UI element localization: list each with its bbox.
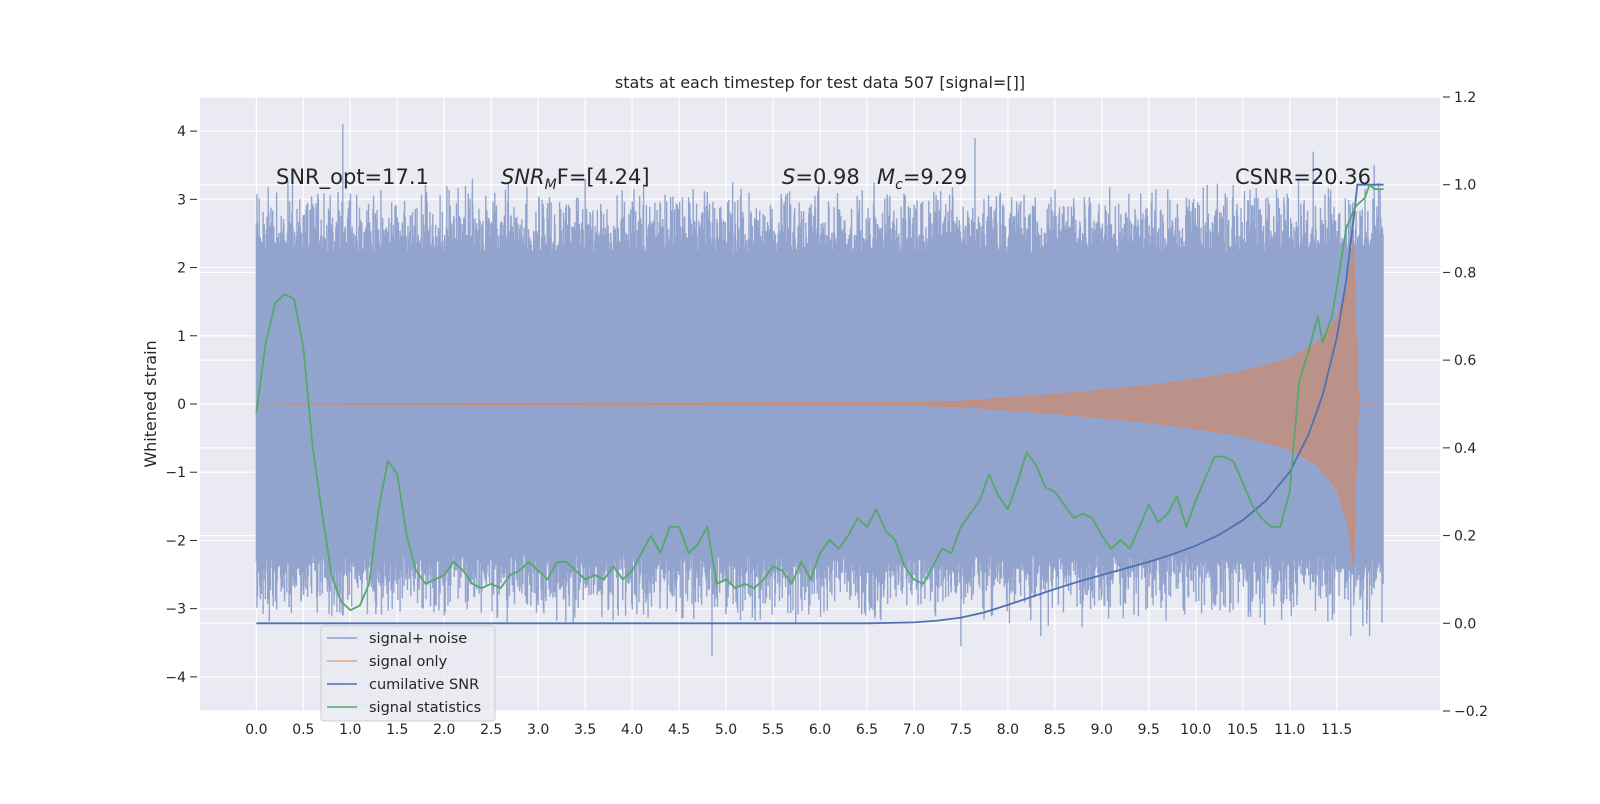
- mc-annotation: Mc=9.29: [877, 165, 967, 193]
- y2-tick-label: −0.2: [1454, 704, 1488, 720]
- x-tick-label: 7.5: [950, 722, 972, 738]
- x-tick-label: 0.5: [292, 722, 314, 738]
- y-tick-label: −3: [165, 602, 186, 618]
- x-tick-label: 11.0: [1274, 722, 1305, 738]
- mc-value: =9.29: [903, 165, 967, 189]
- y-tick-label: −4: [165, 670, 186, 686]
- x-tick-label: 4.5: [668, 722, 690, 738]
- y-tick-label: 0: [177, 397, 186, 413]
- csnr-annotation: CSNR=20.36: [1235, 165, 1371, 189]
- x-tick-label: 1.0: [339, 722, 361, 738]
- y-tick-label: 4: [177, 124, 186, 140]
- y-axis-ticks: 4 3 2 1 0 −1 −2 −3 −4: [165, 124, 197, 686]
- x-tick-label: 3.0: [527, 722, 549, 738]
- y2-tick-label: 0.0: [1454, 616, 1476, 632]
- s-label: S: [782, 165, 795, 189]
- mc-base: M: [877, 165, 895, 189]
- x-tick-label: 4.0: [621, 722, 643, 738]
- x-tick-label: 10.0: [1180, 722, 1211, 738]
- x-tick-label: 7.0: [903, 722, 925, 738]
- snr-mf-base: SNR: [501, 165, 545, 189]
- y-tick-label: 1: [177, 329, 186, 345]
- legend-label-signal-only: signal only: [369, 654, 448, 670]
- y2-tick-label: 0.2: [1454, 529, 1476, 545]
- x-tick-label: 8.5: [1044, 722, 1066, 738]
- x-tick-label: 6.0: [809, 722, 831, 738]
- y2-tick-label: 1.2: [1454, 90, 1476, 106]
- x-tick-label: 10.5: [1227, 722, 1258, 738]
- snr-mf-sub: M: [545, 177, 557, 193]
- x-tick-label: 3.5: [574, 722, 596, 738]
- legend: signal+ noise signal only cumilative SNR…: [320, 625, 496, 722]
- x-tick-label: 1.5: [386, 722, 408, 738]
- x-tick-label: 9.0: [1091, 722, 1113, 738]
- legend-frame: [320, 625, 496, 722]
- series-signal-only: [256, 240, 1384, 568]
- series-cumulative-snr: [256, 183, 1384, 625]
- plot-area: [255, 124, 1384, 657]
- snr-mf-annotation: SNRMF=[4.24]: [501, 165, 650, 193]
- series-signal-statistics: [255, 183, 1384, 612]
- chart-title: stats at each timestep for test data 507…: [615, 73, 1025, 92]
- y-tick-label: 2: [177, 261, 186, 277]
- mc-sub: c: [895, 177, 903, 193]
- legend-label-signal-noise: signal+ noise: [369, 631, 467, 647]
- x-tick-label: 6.5: [856, 722, 878, 738]
- s-annotation: S=0.98: [782, 165, 860, 189]
- legend-label-cumulative-snr: cumilative SNR: [369, 677, 479, 693]
- s-value: =0.98: [795, 165, 859, 189]
- x-tick-label: 5.5: [762, 722, 784, 738]
- y-tick-label: −2: [165, 533, 186, 549]
- x-tick-label: 2.5: [480, 722, 502, 738]
- y2-axis-ticks: 1.2 1.0 0.8 0.6 0.4 0.2 0.0 −0.2: [1443, 90, 1488, 720]
- x-tick-label: 8.0: [997, 722, 1019, 738]
- x-tick-label: 2.0: [433, 722, 455, 738]
- y2-tick-label: 0.8: [1454, 265, 1476, 281]
- annotations: SNR_opt=17.1 SNRMF=[4.24] S=0.98 Mc=9.29…: [276, 165, 1371, 193]
- y2-tick-label: 1.0: [1454, 178, 1476, 194]
- x-tick-label: 0.0: [245, 722, 267, 738]
- series-layer: [255, 124, 1384, 657]
- y-axis-label: Whitened strain: [141, 340, 160, 467]
- y-tick-label: 3: [177, 192, 186, 208]
- x-tick-label: 5.0: [715, 722, 737, 738]
- snr-mf-rest: F=[4.24]: [557, 165, 650, 189]
- snr-opt-annotation: SNR_opt=17.1: [276, 165, 429, 190]
- y-tick-label: −1: [165, 465, 186, 481]
- x-tick-label: 9.5: [1138, 722, 1160, 738]
- y2-tick-label: 0.6: [1454, 353, 1476, 369]
- x-tick-label: 11.5: [1321, 722, 1352, 738]
- legend-label-signal-statistics: signal statistics: [369, 700, 481, 716]
- x-axis-ticks: 0.0 0.5 1.0 1.5 2.0 2.5 3.0 3.5 4.0 4.5 5.0 5.5 6.0 6…: [245, 722, 1352, 738]
- y2-tick-label: 0.4: [1454, 441, 1476, 457]
